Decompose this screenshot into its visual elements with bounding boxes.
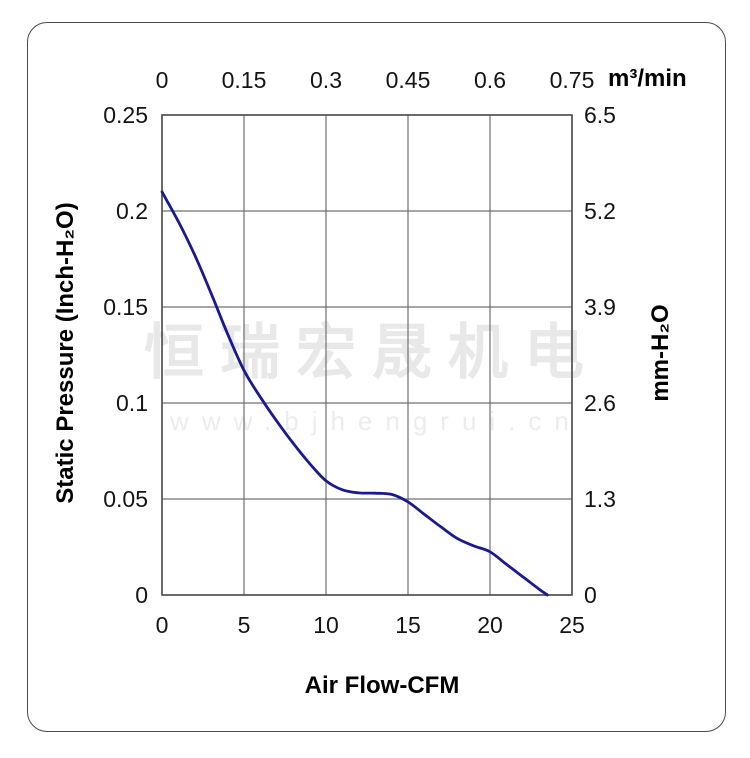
right-axis-tick: 0 — [584, 582, 597, 608]
top-axis-tick: 0 — [155, 67, 169, 93]
bottom-axis-tick: 15 — [395, 612, 421, 638]
top-axis-tick: 0.45 — [385, 67, 431, 93]
left-axis-tick: 0.05 — [103, 486, 148, 512]
watermark-website-url: www.bjhengrui.cn — [170, 406, 582, 436]
performance-curve — [160, 190, 549, 597]
top-axis-tick: 0.15 — [221, 67, 267, 93]
bottom-axis-title: Air Flow-CFM — [304, 672, 460, 699]
right-axis-tick: 2.6 — [584, 390, 616, 416]
top-axis-tick: 0.6 — [474, 67, 506, 93]
bottom-axis-tick: 20 — [477, 612, 503, 638]
right-axis-title: mm-H₂O — [647, 304, 674, 402]
left-axis-tick: 0.2 — [116, 198, 148, 224]
left-axis-tick: 0.15 — [103, 294, 148, 320]
outer-border-frame — [27, 22, 726, 732]
right-axis-tick: 6.5 — [584, 102, 616, 128]
plot-border — [161, 114, 573, 596]
watermark-company-name: 恒瑞宏晟机电 — [144, 319, 600, 386]
bottom-axis-tick: 0 — [155, 612, 169, 638]
top-axis-tick: 0.75 — [549, 67, 595, 93]
right-axis-tick: 5.2 — [584, 198, 616, 224]
top-axis-tick: 0.3 — [310, 67, 342, 93]
left-axis-tick: 0 — [135, 582, 148, 608]
left-axis-title: Static Pressure (Inch-H₂O) — [52, 202, 79, 504]
bottom-axis-tick: 25 — [559, 612, 585, 638]
bottom-axis-tick: 5 — [237, 612, 251, 638]
right-axis-tick: 1.3 — [584, 486, 616, 512]
top-axis-unit-label: m³/min — [608, 65, 687, 92]
left-axis-tick: 0.25 — [103, 102, 148, 128]
bottom-axis-tick: 10 — [313, 612, 339, 638]
left-axis-tick: 0.1 — [116, 390, 148, 416]
right-axis-tick: 3.9 — [584, 294, 616, 320]
